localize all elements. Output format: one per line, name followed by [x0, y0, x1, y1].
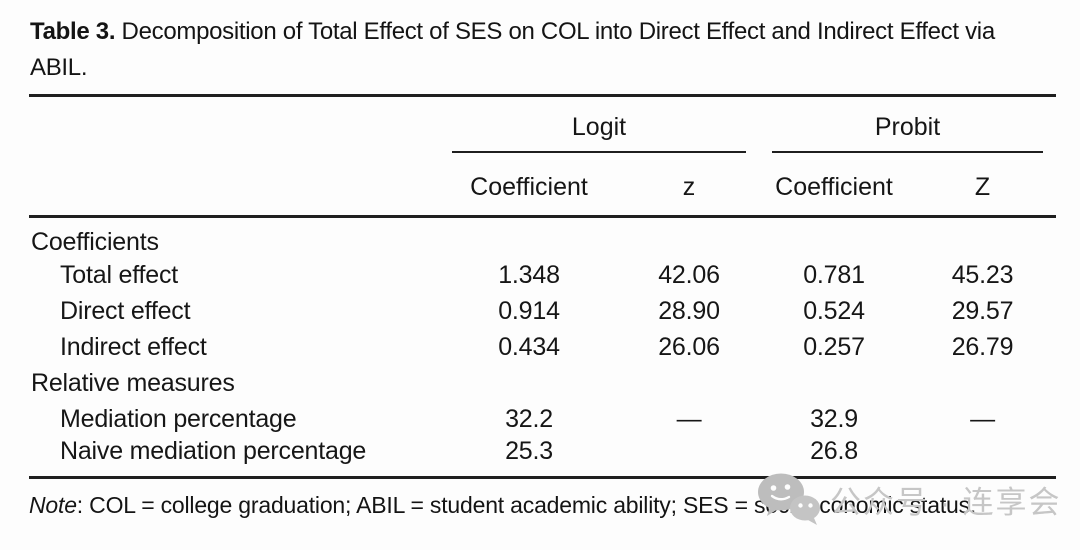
row-label: Direct effect	[60, 296, 191, 325]
empty-stub-cell	[29, 153, 439, 218]
note-text: : COL = college graduation; ABIL = stude…	[76, 492, 977, 518]
cell-logit-z: 28.90	[658, 296, 720, 325]
row-label: Naive mediation percentage	[60, 437, 367, 465]
probit-spanner: Probit	[772, 113, 1043, 153]
table-number-label: Table 3.	[30, 18, 116, 45]
section-label-relative-measures: Relative measures	[31, 368, 235, 397]
cell-probit-z: —	[970, 404, 995, 433]
section-label-coefficients: Coefficients	[31, 228, 159, 256]
table-body: Coefficients Total effect 1.348 42.06 0.…	[29, 217, 1056, 478]
col-header-probit-z: Z	[909, 153, 1056, 218]
table-note: Note: COL = college graduation; ABIL = s…	[29, 492, 1051, 519]
cell-probit-coefficient: 0.257	[803, 332, 865, 361]
empty-cell	[439, 365, 619, 401]
logit-spanner: Logit	[452, 113, 746, 153]
table-row-naive-mediation-percentage: Naive mediation percentage 25.3 26.8	[29, 437, 1056, 478]
table-title-text: Decomposition of Total Effect of SES on …	[30, 18, 995, 81]
column-group-logit: Logit	[439, 97, 759, 153]
cell-logit-z: 26.06	[658, 332, 720, 361]
empty-cell	[439, 217, 619, 258]
cell-probit-z	[909, 437, 1056, 478]
cell-probit-z: 29.57	[951, 296, 1014, 325]
cell-probit-z: 45.23	[951, 260, 1014, 289]
cell-probit-coefficient: 26.8	[810, 437, 858, 465]
section-header-row: Relative measures	[29, 365, 1056, 401]
cell-logit-coefficient: 25.3	[505, 437, 553, 465]
table-row-mediation-percentage: Mediation percentage 32.2 — 32.9 —	[29, 401, 1056, 437]
empty-cell	[619, 365, 759, 401]
row-label: Indirect effect	[60, 332, 207, 361]
results-table: Logit Probit Coefficient z Coefficient Z	[29, 97, 1056, 479]
section-header-row: Coefficients	[29, 217, 1056, 258]
note-label: Note	[29, 492, 77, 518]
empty-cell	[759, 365, 909, 401]
cell-logit-coefficient: 0.914	[498, 296, 560, 325]
cell-probit-z: 26.79	[951, 332, 1014, 361]
empty-stub-cell	[29, 97, 439, 153]
empty-cell	[619, 217, 759, 258]
rule-under-title	[29, 94, 1056, 97]
table-row-indirect-effect: Indirect effect 0.434 26.06 0.257 26.79	[29, 329, 1056, 365]
cell-logit-z: —	[676, 404, 702, 433]
empty-cell	[909, 217, 1056, 258]
cell-logit-z	[619, 437, 759, 478]
logit-group-label: Logit	[571, 113, 627, 141]
table-row-direct-effect: Direct effect 0.914 28.90 0.524 29.57	[29, 293, 1056, 329]
column-header-row: Coefficient z Coefficient Z	[29, 153, 1056, 218]
empty-cell	[759, 217, 909, 258]
cell-logit-coefficient: 32.2	[505, 404, 553, 433]
col-header-logit-coefficient: Coefficient	[439, 153, 619, 218]
col-header-logit-z: z	[619, 153, 759, 218]
column-group-probit: Probit	[759, 97, 1056, 153]
probit-group-label: Probit	[874, 113, 941, 141]
empty-cell	[909, 365, 1056, 401]
row-label: Mediation percentage	[60, 404, 297, 433]
cell-probit-coefficient: 0.781	[803, 260, 865, 289]
table-title: Table 3. Decomposition of Total Effect o…	[30, 14, 1050, 86]
cell-logit-z: 42.06	[658, 260, 720, 289]
column-group-row: Logit Probit	[29, 97, 1056, 153]
row-label: Total effect	[60, 260, 179, 289]
cell-probit-coefficient: 0.524	[803, 296, 865, 325]
cell-logit-coefficient: 0.434	[498, 332, 560, 361]
table-header: Logit Probit Coefficient z Coefficient Z	[29, 97, 1056, 218]
col-header-probit-coefficient: Coefficient	[759, 153, 909, 218]
cell-probit-coefficient: 32.9	[810, 404, 858, 433]
table-row-total-effect: Total effect 1.348 42.06 0.781 45.23	[29, 257, 1056, 293]
cell-logit-coefficient: 1.348	[498, 260, 560, 289]
